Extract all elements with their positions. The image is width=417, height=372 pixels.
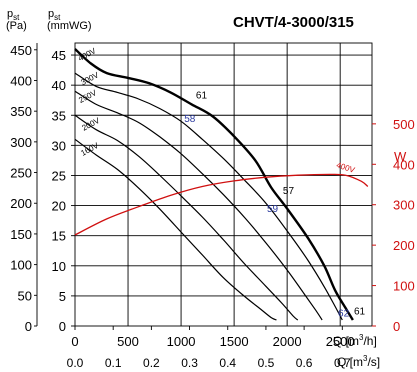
x-m3s-label-main: Q [m <box>337 355 363 369</box>
y-pa-label-main: p <box>7 8 13 20</box>
pressure-curve-label-250V: 250V <box>77 88 98 105</box>
y-pa-tick-label: 50 <box>18 288 32 303</box>
y-mmwg-tick-label: 15 <box>52 229 66 244</box>
x-m3s-axis-label: Q [m3/s] <box>337 354 380 369</box>
x-m3h-tick-label: 500 <box>117 334 139 349</box>
y-pa-tick-label: 0 <box>25 319 32 334</box>
x-m3h-label-sup: 3 <box>359 333 364 342</box>
pressure-curve-400V <box>74 48 354 321</box>
y-mmwg-axis-label: pst <box>48 8 61 22</box>
x-m3s-label-tail: /s] <box>367 355 380 369</box>
y-power-tick-label: 400 <box>393 157 415 172</box>
y-mmwg-tick-label: 0 <box>59 319 66 334</box>
y-mmwg-tick-label: 40 <box>52 78 66 93</box>
y-pa-tick-label: 300 <box>10 135 32 150</box>
y-power-tick-label: 300 <box>393 198 415 213</box>
x-m3s-tick-label: 0.1 <box>105 356 122 370</box>
y-pa-tick-label: 150 <box>10 227 32 242</box>
y-mmwg-axis-unit: (mmWG) <box>47 20 92 32</box>
y-pa-tick-label: 100 <box>10 258 32 273</box>
x-m3s-tick-label: 0.0 <box>67 356 84 370</box>
power-curve-label: 400V <box>335 160 356 175</box>
y-mmwg-tick-label: 5 <box>59 289 66 304</box>
y-pa-tick-label: 250 <box>10 166 32 181</box>
y-pa-tick-label: 450 <box>10 43 32 58</box>
series <box>74 48 369 321</box>
y-power-tick-label: 100 <box>393 279 415 294</box>
pressure-curve-label-300V: 300V <box>79 70 100 87</box>
x-m3h-tick-label: 1000 <box>167 334 196 349</box>
y-mmwg-tick-label: 30 <box>52 138 66 153</box>
noise-marker-59: 59 <box>267 204 279 215</box>
pressure-curve-label-160V: 160V <box>79 141 100 158</box>
x-m3h-tick-label: 2000 <box>273 334 302 349</box>
x-m3s-tick-label: 0.2 <box>143 356 160 370</box>
y-mmwg-tick-label: 10 <box>52 259 66 274</box>
x-m3h-tick-label: 2500 <box>326 334 355 349</box>
x-m3h-label-tail: /h] <box>363 334 376 348</box>
y-pa-label-sub: st <box>13 13 20 22</box>
power-curve-400V <box>74 173 369 236</box>
x-m3h-tick-label: 0 <box>71 334 78 349</box>
pressure-curve-label-200V: 200V <box>80 116 101 133</box>
noise-marker-57: 57 <box>283 186 295 197</box>
noise-markers: 61 58 57 59 62 61 <box>184 90 365 319</box>
y-mmwg-tick-label: 20 <box>52 199 66 214</box>
y-pa-tick-label: 350 <box>10 104 32 119</box>
x-m3s-tick-label: 0.4 <box>219 356 236 370</box>
x-m3s-label-sup: 3 <box>363 354 368 363</box>
y-pa-axis-label: pst <box>7 8 20 22</box>
x-m3h-axis-label: Q [m3/h] <box>333 333 377 348</box>
y-pa-tick-label: 200 <box>10 196 32 211</box>
x-m3s-tick-label: 0.3 <box>181 356 198 370</box>
y-mmwg-label-main: p <box>48 8 54 20</box>
y-pa-tick-label: 400 <box>10 73 32 88</box>
x-m3h-label-main: Q [m <box>333 334 359 348</box>
y-mmwg-tick-label: 45 <box>52 48 66 63</box>
y-mmwg-tick-label: 35 <box>52 108 66 123</box>
x-m3s-tick-label: 0.7 <box>334 356 351 370</box>
pressure-curve-160V <box>74 138 277 321</box>
grid <box>74 42 373 327</box>
y-power-tick-label: 500 <box>393 117 415 132</box>
y-mmwg-tick-label: 25 <box>52 168 66 183</box>
plot-border <box>74 42 373 327</box>
pressure-curve-300V <box>74 72 343 321</box>
y-power-tick-label: 200 <box>393 238 415 253</box>
chart-title: CHVT/4-3000/315 <box>233 14 354 31</box>
y-power-tick-label: 0 <box>393 319 400 334</box>
y-pa-axis-unit: (Pa) <box>6 20 27 32</box>
x-m3s-tick-label: 0.5 <box>258 356 275 370</box>
noise-marker-61: 61 <box>196 90 208 101</box>
x-m3s-tick-label: 0.6 <box>296 356 313 370</box>
noise-marker-61: 61 <box>354 307 366 318</box>
y-mmwg-label-sub: st <box>54 13 61 22</box>
noise-marker-58: 58 <box>184 114 196 125</box>
y-power-axis-label: W <box>394 149 407 164</box>
x-m3h-tick-label: 1500 <box>220 334 249 349</box>
pressure-curve-200V <box>74 114 299 321</box>
noise-marker-62: 62 <box>338 308 350 319</box>
